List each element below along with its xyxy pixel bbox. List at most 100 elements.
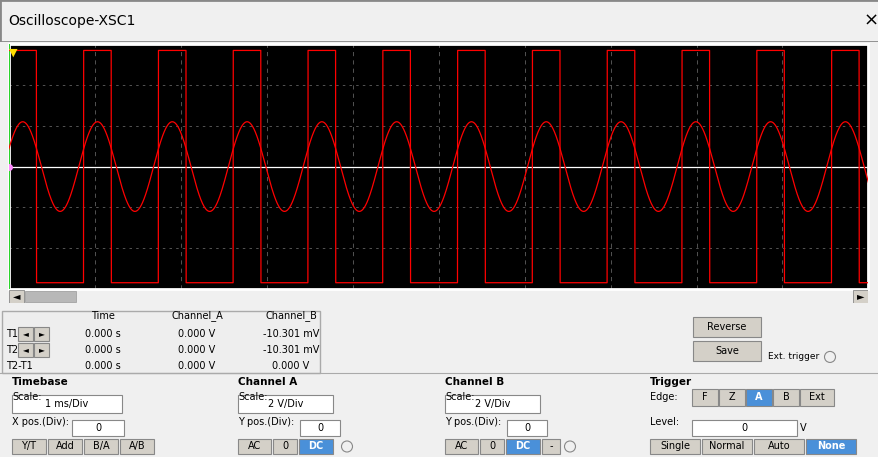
Bar — [238, 439, 270, 454]
Text: Ext. trigger: Ext. trigger — [767, 352, 818, 361]
Text: ×: × — [862, 12, 878, 30]
Text: ◄: ◄ — [23, 345, 28, 355]
Text: Channel B: Channel B — [444, 377, 504, 387]
Text: Scale:: Scale: — [238, 392, 267, 402]
Text: 0.000 V: 0.000 V — [272, 361, 309, 371]
Bar — [507, 420, 546, 436]
Text: T2-T1: T2-T1 — [6, 361, 32, 371]
Bar — [799, 389, 833, 406]
Text: Ext: Ext — [809, 393, 824, 403]
Bar — [692, 341, 760, 361]
Bar — [72, 420, 124, 436]
Text: Reverse: Reverse — [707, 322, 745, 332]
Bar — [34, 327, 49, 341]
Text: DC: DC — [308, 441, 323, 452]
Bar — [702, 439, 752, 454]
Text: 0: 0 — [741, 423, 746, 433]
Text: F: F — [702, 393, 707, 403]
Bar — [805, 439, 855, 454]
Text: DC: DC — [515, 441, 530, 452]
Text: AC: AC — [248, 441, 261, 452]
Text: X pos.(Div):: X pos.(Div): — [12, 417, 68, 427]
Text: Level:: Level: — [649, 417, 679, 427]
Text: Y pos.(Div):: Y pos.(Div): — [444, 417, 500, 427]
Text: T1: T1 — [6, 329, 18, 339]
Text: Edge:: Edge: — [649, 392, 677, 402]
Text: 0.000 s: 0.000 s — [85, 345, 121, 355]
Text: AC: AC — [454, 441, 468, 452]
Text: Channel_B: Channel_B — [265, 310, 317, 321]
Text: A/B: A/B — [128, 441, 145, 452]
Bar — [506, 439, 539, 454]
Text: Single: Single — [659, 441, 689, 452]
Text: 0.000 s: 0.000 s — [85, 329, 121, 339]
Text: Time: Time — [91, 311, 115, 321]
Text: V: V — [799, 423, 806, 433]
Bar — [48, 439, 82, 454]
Text: ►: ► — [39, 329, 45, 339]
Text: Timebase: Timebase — [12, 377, 68, 387]
Bar — [649, 439, 699, 454]
Text: Scale:: Scale: — [444, 392, 474, 402]
Bar — [745, 389, 771, 406]
Text: Oscilloscope-XSC1: Oscilloscope-XSC1 — [8, 14, 135, 28]
Text: Channel A: Channel A — [238, 377, 297, 387]
Bar — [12, 395, 122, 413]
Bar — [9, 290, 25, 303]
Bar — [25, 291, 76, 302]
Text: Auto: Auto — [766, 441, 789, 452]
Text: 0: 0 — [488, 441, 494, 452]
Text: T2: T2 — [6, 345, 18, 355]
Text: ◄: ◄ — [13, 291, 20, 301]
Bar — [299, 439, 333, 454]
Text: ►: ► — [856, 291, 863, 301]
Text: ▼: ▼ — [9, 48, 18, 58]
Text: -10.301 mV: -10.301 mV — [263, 329, 319, 339]
Text: B/A: B/A — [92, 441, 109, 452]
Bar — [12, 439, 46, 454]
Bar — [2, 311, 320, 373]
Bar — [691, 420, 796, 436]
Bar — [692, 317, 760, 337]
Text: 0: 0 — [282, 441, 288, 452]
Bar — [753, 439, 803, 454]
Text: 0: 0 — [317, 423, 323, 433]
Text: None: None — [816, 441, 845, 452]
Bar — [18, 327, 33, 341]
Text: 0.000 V: 0.000 V — [178, 345, 215, 355]
Bar — [444, 395, 539, 413]
Text: Channel_A: Channel_A — [171, 310, 223, 321]
Text: 0.000 s: 0.000 s — [85, 361, 121, 371]
Bar — [542, 439, 559, 454]
Text: 0.000 V: 0.000 V — [178, 361, 215, 371]
Bar — [772, 389, 798, 406]
Text: Trigger: Trigger — [649, 377, 691, 387]
Bar — [34, 343, 49, 357]
Bar — [852, 290, 867, 303]
Bar — [299, 420, 340, 436]
Text: A: A — [754, 393, 762, 403]
Text: 1 ms/Div: 1 ms/Div — [46, 399, 89, 409]
Bar — [238, 395, 333, 413]
Text: 2 V/Div: 2 V/Div — [268, 399, 303, 409]
Text: -: - — [549, 441, 552, 452]
Bar — [479, 439, 503, 454]
Text: ◄: ◄ — [23, 329, 28, 339]
Bar — [120, 439, 154, 454]
Text: -10.301 mV: -10.301 mV — [263, 345, 319, 355]
Bar — [444, 439, 478, 454]
Text: 0: 0 — [95, 423, 101, 433]
Bar — [273, 439, 297, 454]
Text: Y/T: Y/T — [21, 441, 37, 452]
Text: ►: ► — [39, 345, 45, 355]
Bar — [84, 439, 118, 454]
Text: Normal: Normal — [709, 441, 744, 452]
Text: 0.000 V: 0.000 V — [178, 329, 215, 339]
Text: B: B — [781, 393, 788, 403]
Text: Y pos.(Div):: Y pos.(Div): — [238, 417, 294, 427]
Text: Scale:: Scale: — [12, 392, 41, 402]
Text: Add: Add — [55, 441, 75, 452]
Text: 0: 0 — [523, 423, 529, 433]
Bar — [18, 343, 33, 357]
Bar — [718, 389, 745, 406]
